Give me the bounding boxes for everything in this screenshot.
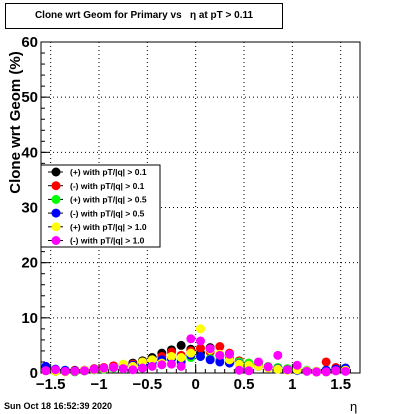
legend-entry-label: (-) with pT/|q| > 0.5 <box>70 208 145 218</box>
legend-marker <box>51 236 61 245</box>
data-point-series-6 <box>138 363 147 373</box>
data-point-series-5 <box>176 353 186 363</box>
title-box: Clone wrt Geom for Primary vs η at pT > … <box>5 3 283 29</box>
data-point-series-6 <box>331 366 341 376</box>
chart-title: Clone wrt Geom for Primary vs η at pT > … <box>34 10 254 21</box>
data-points <box>41 324 350 377</box>
data-point-series-6 <box>80 366 89 376</box>
data-point-series-4 <box>196 351 205 361</box>
x-tick-label: −0.5 <box>133 376 163 393</box>
data-point-series-6 <box>196 336 205 346</box>
data-point-series-5 <box>196 324 205 334</box>
y-axis-label: Clone wrt Geom (%) <box>7 51 24 194</box>
x-tick-label: 0.5 <box>234 376 255 393</box>
x-tick-label: −1 <box>90 376 107 393</box>
data-point-series-5 <box>186 348 196 358</box>
legend-marker <box>51 181 61 191</box>
data-point-series-6 <box>341 366 350 376</box>
data-point-series-2 <box>196 343 205 353</box>
data-point-series-6 <box>254 357 263 367</box>
axis-ticks: −1.5 −1 −0.5 0 0.5 1 1.5 0 10 20 30 40 50 60 <box>21 34 361 393</box>
data-point-series-6 <box>99 363 109 373</box>
data-point-series-2 <box>321 357 331 367</box>
y-tick-label: 30 <box>21 200 38 217</box>
legend-entry-label: (+) with pT/|q| > 0.1 <box>70 167 147 177</box>
data-point-series-6 <box>167 359 176 369</box>
data-point-series-6 <box>41 366 51 376</box>
data-point-series-6 <box>321 367 331 377</box>
x-tick-label: 1.5 <box>330 376 351 393</box>
data-point-series-6 <box>109 362 118 372</box>
data-point-series-6 <box>176 361 186 371</box>
y-tick-label: 10 <box>21 310 38 327</box>
y-tick-label: 40 <box>21 144 38 161</box>
legend-marker <box>51 208 61 218</box>
data-point-series-6 <box>157 360 167 370</box>
x-tick-label: −1.5 <box>36 376 66 393</box>
data-point-series-6 <box>244 366 254 376</box>
legend-marker <box>51 194 61 204</box>
y-tick-label: 60 <box>21 34 38 51</box>
data-point-series-4 <box>205 355 215 365</box>
data-point-series-6 <box>234 365 244 375</box>
data-point-series-6 <box>273 350 283 360</box>
data-point-series-6 <box>128 365 138 375</box>
legend-entry-label: (-) with pT/|q| > 0.1 <box>70 181 145 191</box>
data-point-series-1 <box>176 340 186 350</box>
data-point-series-2 <box>215 342 225 352</box>
data-point-series-6 <box>70 366 80 376</box>
data-point-series-6 <box>147 361 157 371</box>
legend-marker <box>51 222 61 232</box>
data-point-series-6 <box>312 367 321 377</box>
data-point-series-6 <box>292 360 302 370</box>
data-point-series-6 <box>205 344 215 354</box>
x-axis-label: η <box>350 399 358 414</box>
legend-box <box>40 164 161 248</box>
legend-entry-label: (+) with pT/|q| > 0.5 <box>70 195 147 205</box>
data-point-series-6 <box>118 364 128 374</box>
data-point-series-5 <box>147 355 157 365</box>
timestamp: Sun Oct 18 16:52:39 2020 <box>4 401 113 411</box>
data-point-series-6 <box>51 365 60 375</box>
data-point-series-6 <box>215 350 225 360</box>
legend-marker <box>51 167 61 177</box>
data-point-series-6 <box>186 334 196 344</box>
data-point-series-6 <box>283 365 292 375</box>
data-point-series-6 <box>302 366 312 376</box>
y-tick-label: 50 <box>21 89 38 106</box>
data-point-series-4 <box>215 357 225 367</box>
data-point-series-6 <box>89 364 99 374</box>
data-point-series-6 <box>263 362 273 372</box>
legend-entry-label: (-) with pT/|q| > 1.0 <box>70 236 145 246</box>
x-tick-label: 1 <box>288 376 296 393</box>
data-point-series-6 <box>225 349 234 359</box>
legend-entry-label: (+) with pT/|q| > 1.0 <box>70 222 147 232</box>
legend: (+) with pT/|q| > 0.1 (-) with pT/|q| > 0… <box>40 164 161 248</box>
x-tick-label: 0 <box>191 376 199 393</box>
data-point-series-5 <box>167 351 176 361</box>
data-point-series-5 <box>273 364 283 374</box>
y-tick-label: 20 <box>21 255 38 272</box>
y-tick-label: 0 <box>30 365 38 382</box>
data-point-series-6 <box>60 366 70 376</box>
